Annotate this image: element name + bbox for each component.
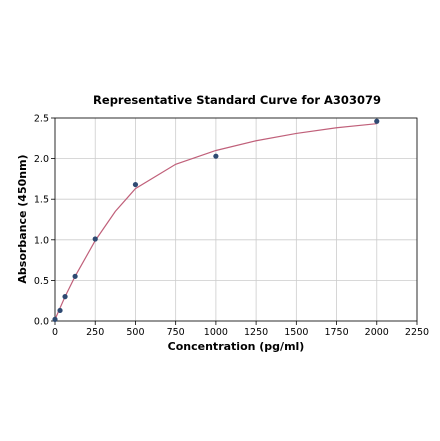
data-point (72, 273, 78, 279)
data-points (52, 118, 380, 322)
plot-frame (54, 117, 418, 322)
x-axis-ticks: 0 250 500 750 1000 1250 1500 1750 2000 2250 (52, 321, 429, 338)
x-tick-label: 500 (126, 327, 144, 338)
y-axis-ticks: 0.0 0.5 1.0 1.5 2.0 2.5 (34, 114, 55, 328)
data-point (52, 316, 58, 322)
x-tick-label: 1500 (284, 327, 308, 338)
data-point (374, 118, 380, 124)
x-tick-label: 750 (167, 327, 185, 338)
chart-title: Representative Standard Curve for A30307… (93, 93, 381, 107)
y-tick-label: 1.5 (34, 195, 49, 206)
x-tick-label: 1000 (204, 327, 228, 338)
y-tick-label: 1.0 (34, 235, 49, 246)
y-tick-label: 0.5 (34, 276, 49, 287)
x-tick-label: 2000 (365, 327, 389, 338)
x-tick-label: 250 (86, 327, 104, 338)
y-tick-label: 0.0 (34, 317, 49, 328)
x-axis-label: Concentration (pg/ml) (168, 340, 305, 353)
x-tick-label: 1250 (244, 327, 268, 338)
x-tick-label: 0 (52, 327, 58, 338)
y-tick-label: 2.0 (34, 154, 49, 165)
y-axis-label: Absorbance (450nm) (16, 154, 29, 283)
data-point (92, 236, 98, 242)
y-tick-label: 2.5 (34, 114, 49, 125)
data-point (132, 181, 139, 188)
data-point (57, 307, 63, 314)
x-tick-label: 1750 (324, 327, 348, 338)
x-tick-label: 2250 (405, 327, 429, 338)
data-point (213, 153, 219, 159)
data-point (62, 294, 68, 300)
